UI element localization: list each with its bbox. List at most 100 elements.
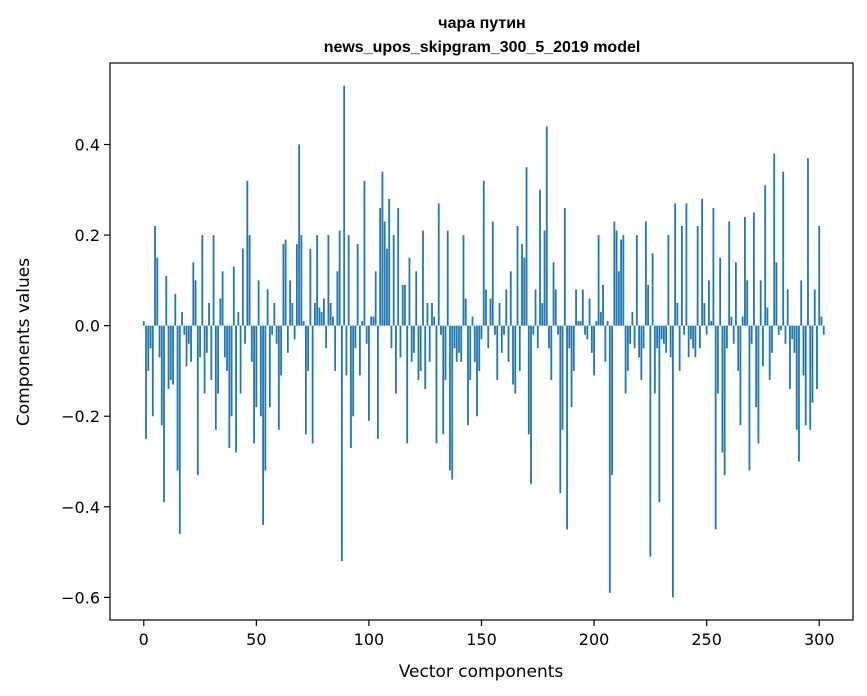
bar-113 [397,207,400,326]
bar-12 [169,325,172,380]
bar-51 [257,280,260,326]
bar-223 [644,221,647,326]
bar-190 [570,325,573,408]
bar-58 [273,303,276,326]
bar-250 [705,325,708,335]
bar-169 [523,257,526,326]
bar-99 [365,325,368,344]
bar-142 [462,235,465,326]
bar-182 [552,262,555,326]
bar-133 [442,325,445,435]
bar-17 [181,312,183,326]
bar-217 [631,312,634,326]
bar-149 [478,325,481,371]
bar-146 [471,316,474,326]
bar-152 [485,289,487,326]
bar-194 [579,321,582,326]
bar-57 [271,325,274,335]
bar-167 [518,325,521,371]
x-tick-label: 50 [246,630,266,649]
bar-86 [336,271,339,326]
bar-192 [575,289,577,326]
bar-188 [566,325,568,530]
bar-236 [674,203,677,326]
bar-38 [228,325,231,448]
bar-271 [753,212,755,326]
y-tick-label: 0.2 [75,226,100,245]
bar-237 [676,303,679,326]
bar-117 [406,325,409,444]
bar-259 [726,325,728,349]
bar-102 [372,316,375,326]
bar-154 [489,298,492,326]
bar-173 [532,325,535,335]
bar-244 [692,325,695,349]
bar-293 [802,325,805,376]
bar-288 [791,325,794,340]
bar-72 [304,325,307,435]
bar-105 [379,207,382,326]
bar-122 [417,325,420,380]
bar-255 [717,325,719,394]
bar-1 [145,325,147,439]
bar-93 [352,325,355,417]
bar-95 [356,244,359,326]
bar-22 [192,262,195,326]
bar-36 [223,325,226,358]
bar-56 [268,325,271,408]
bar-77 [316,235,319,326]
bar-282 [777,325,780,335]
bar-193 [577,321,580,326]
bar-53 [262,325,264,525]
bar-209 [613,221,616,326]
bar-112 [395,325,397,394]
bar-164 [512,325,514,385]
bar-128 [431,303,433,326]
chart-title-line2: news_upos_skipgram_300_5_2019 model [324,39,641,56]
bar-150 [480,325,483,340]
bar-111 [392,235,395,326]
bar-28 [205,325,208,353]
bar-147 [473,325,476,362]
bar-23 [194,280,197,326]
bar-257 [721,325,724,453]
bar-281 [775,262,778,326]
bar-180 [548,325,550,349]
bar-144 [467,325,469,426]
bar-219 [635,235,638,326]
bar-26 [201,235,204,326]
bar-160 [503,325,505,335]
x-tick-label: 150 [466,630,497,649]
bar-134 [444,325,447,380]
bar-161 [505,289,508,326]
bar-6 [156,257,159,326]
bar-0 [142,321,145,326]
bar-132 [440,325,442,335]
bar-260 [728,221,731,326]
bar-5 [154,226,156,326]
bar-103 [374,271,377,326]
bar-270 [750,325,753,344]
bar-110 [390,325,393,349]
bar-37 [226,325,228,371]
bar-174 [534,289,537,326]
x-tick-label: 250 [691,630,722,649]
bar-116 [404,284,406,326]
bar-201 [595,321,598,326]
bar-162 [507,325,510,362]
bar-2 [147,325,150,371]
bar-84 [332,316,334,326]
bar-97 [361,321,364,326]
bar-63 [284,239,287,326]
bar-21 [190,325,192,362]
bar-107 [383,221,386,326]
bar-119 [410,325,413,362]
bar-109 [388,198,391,326]
bar-20 [187,325,190,344]
bar-228 [656,325,659,349]
bar-186 [561,325,564,430]
bar-30 [210,325,213,380]
bar-91 [347,235,350,326]
bar-29 [208,303,210,326]
